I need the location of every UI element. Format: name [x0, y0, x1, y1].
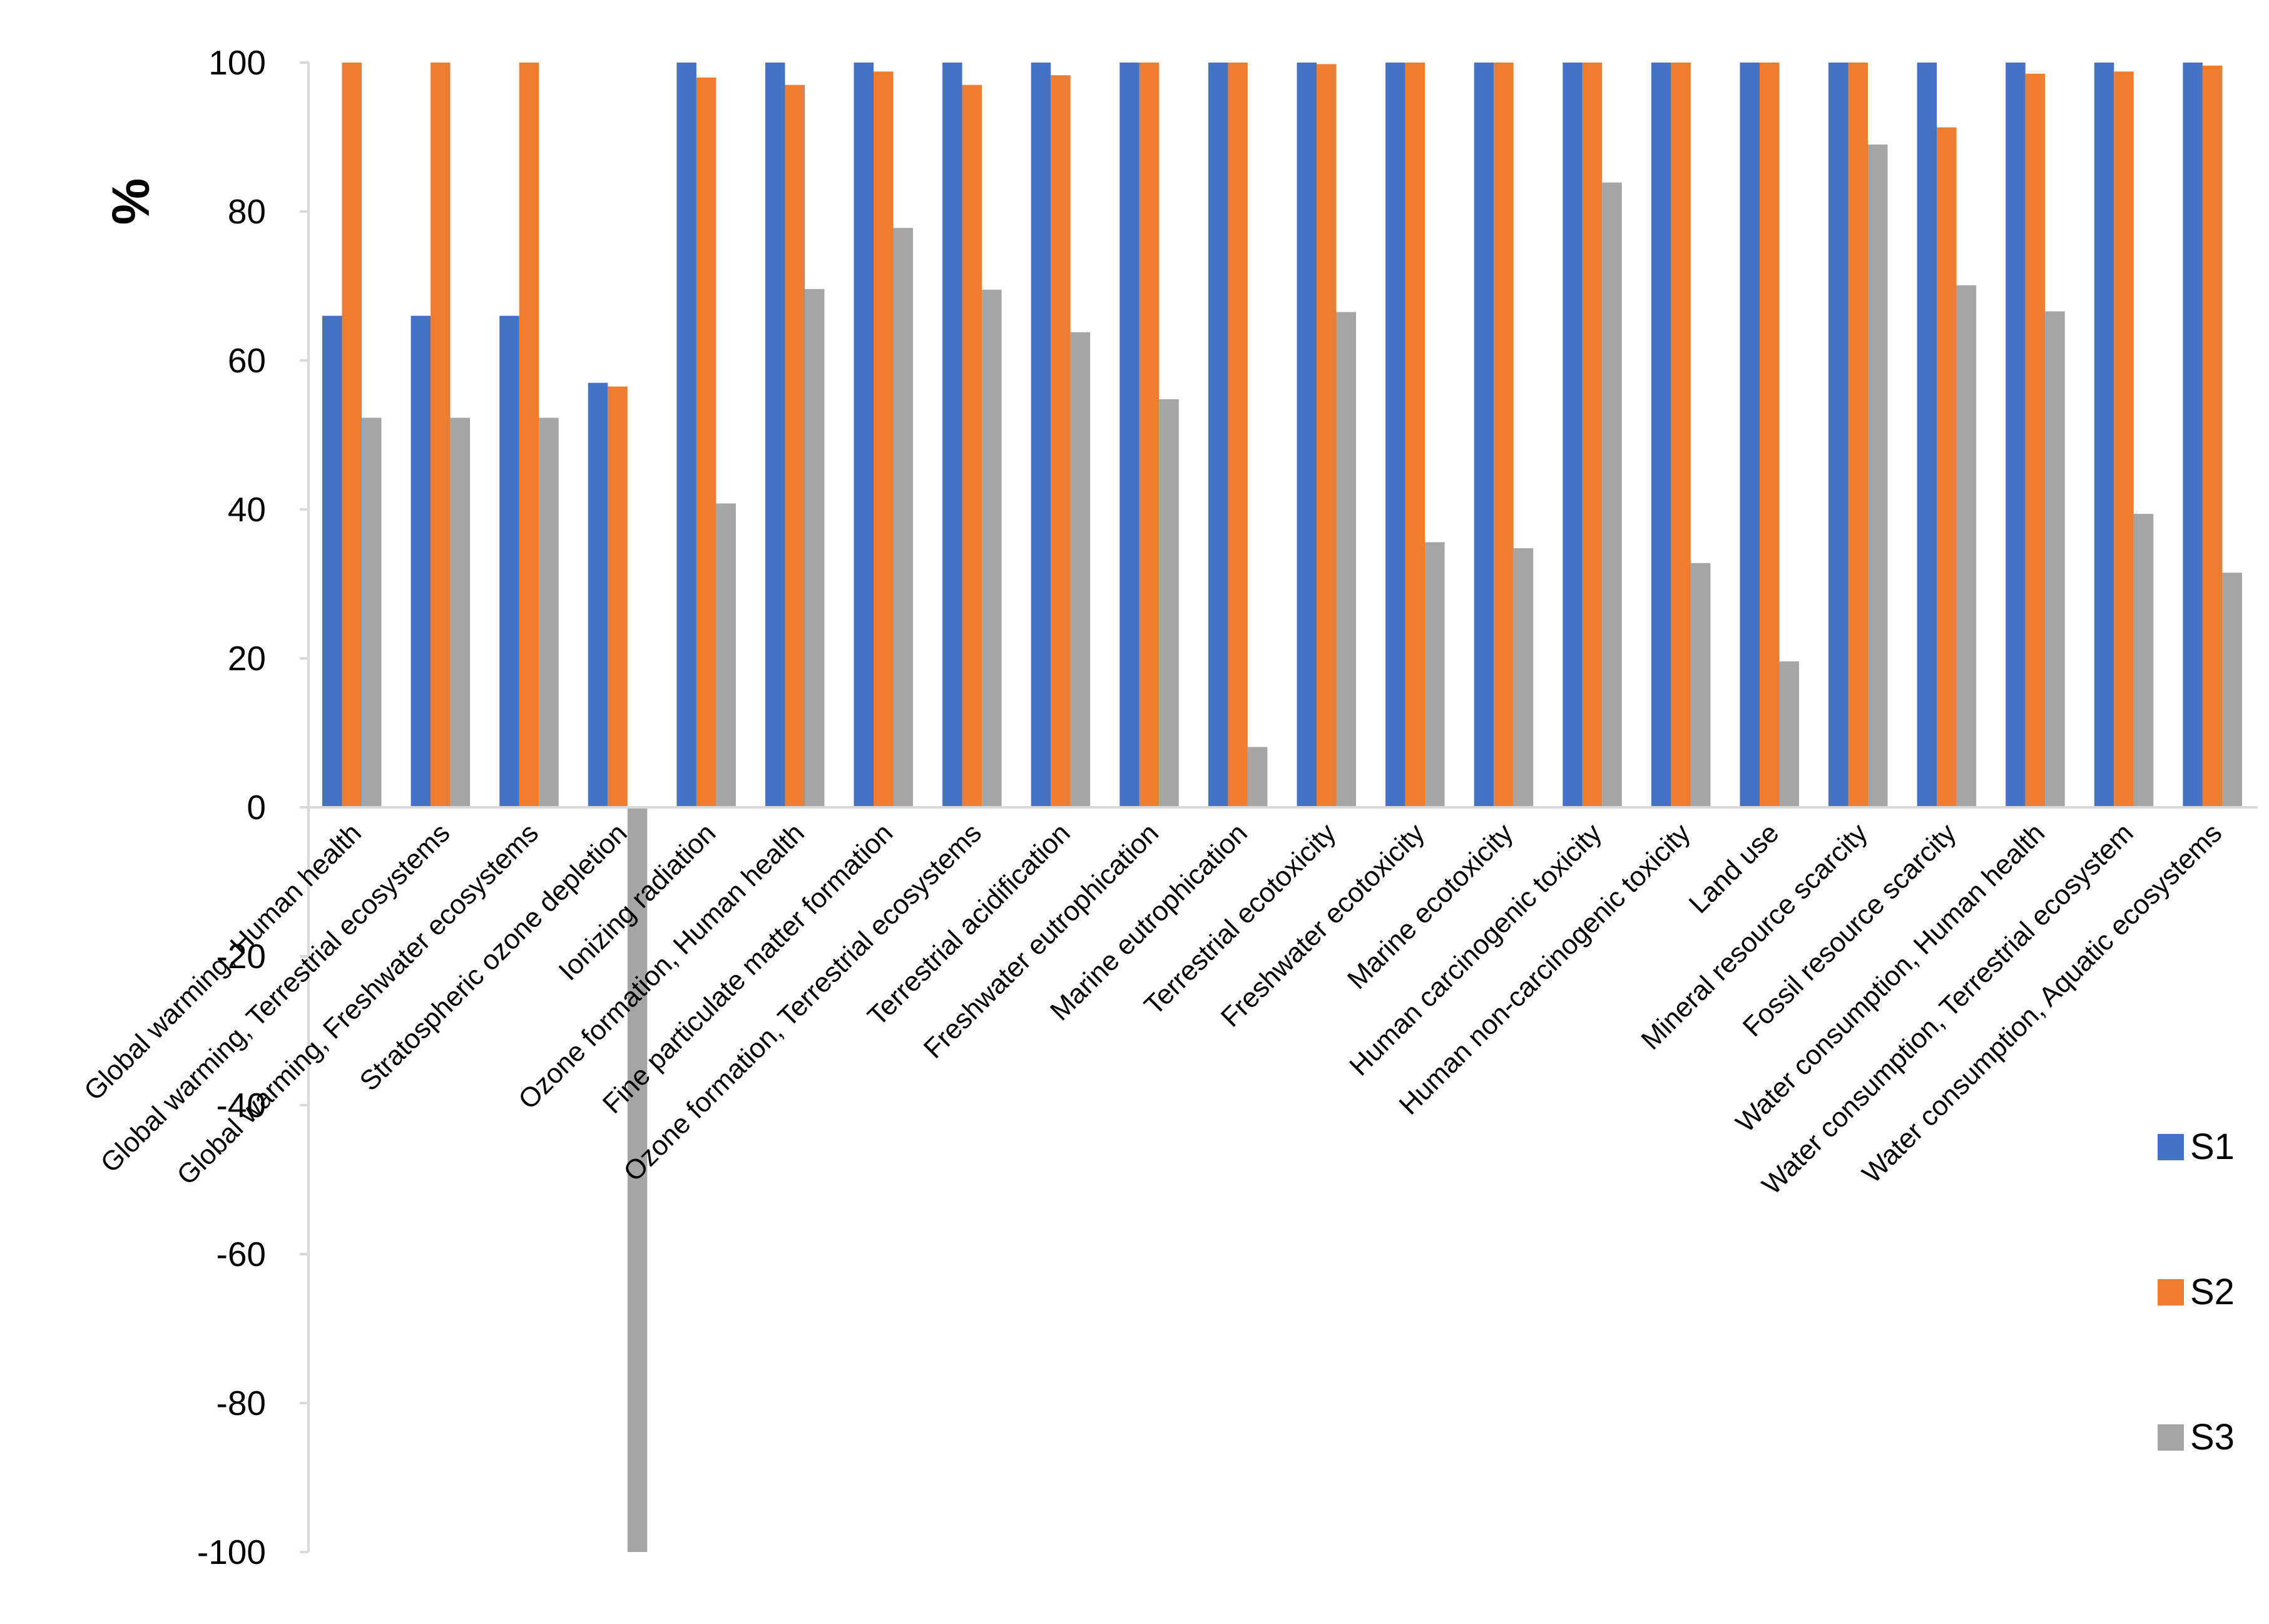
bar-s3-17	[1779, 661, 1799, 807]
bar-s3-20	[2045, 311, 2065, 807]
bar-s3-16	[1690, 563, 1711, 807]
bar-s2-14	[1494, 63, 1514, 807]
bar-s2-1	[342, 63, 362, 807]
y-tick-label: 80	[228, 192, 266, 231]
bar-s1-13	[1385, 63, 1405, 807]
bar-s2-13	[1405, 63, 1425, 807]
y-tick-label: 0	[247, 788, 266, 827]
y-axis-label: %	[101, 178, 160, 225]
bar-s3-14	[1513, 548, 1534, 807]
bar-s3-22	[2222, 573, 2242, 807]
bar-s1-10	[1119, 63, 1140, 807]
bar-s2-6	[785, 84, 805, 808]
bar-s3-18	[1868, 144, 1888, 807]
y-tick-label: -40	[217, 1086, 267, 1125]
bar-s3-13	[1425, 542, 1445, 807]
bar-s1-4	[588, 382, 608, 807]
bar-s3-1	[362, 417, 382, 807]
y-tick-label: 60	[228, 341, 266, 380]
bar-s1-20	[2006, 63, 2026, 807]
bar-s3-7	[893, 228, 913, 807]
bar-s2-9	[1051, 75, 1071, 808]
bar-s3-12	[1336, 312, 1356, 808]
bar-s2-10	[1139, 63, 1160, 807]
bar-s3-11	[1247, 747, 1268, 807]
bar-s1-22	[2183, 63, 2203, 807]
bar-s2-4	[608, 386, 628, 807]
legend: S1 S2 S3	[2158, 1126, 2235, 1458]
bar-s1-16	[1651, 63, 1671, 807]
axes-group	[300, 61, 2258, 1553]
bar-s2-15	[1582, 63, 1603, 807]
bar-s1-8	[942, 63, 962, 807]
y-tick-label: -80	[217, 1384, 267, 1422]
bar-s2-7	[874, 71, 894, 807]
legend-label-s3: S3	[2190, 1417, 2235, 1458]
bar-s1-15	[1563, 63, 1583, 807]
y-tick-label: -20	[217, 937, 267, 976]
bar-s2-11	[1228, 63, 1248, 807]
bar-s2-5	[696, 77, 716, 807]
legend-swatch-s2	[2158, 1279, 2184, 1305]
legend-swatch-s3	[2158, 1424, 2184, 1451]
bar-s2-8	[962, 84, 982, 808]
y-tick-label: 20	[228, 639, 266, 678]
bars-group	[322, 63, 2242, 1552]
bar-s1-21	[2094, 63, 2114, 807]
bar-s3-4	[627, 807, 648, 1552]
bar-s3-9	[1070, 332, 1091, 807]
bar-s3-6	[805, 289, 825, 807]
x-category-label: Global warming, Freshwater ecosystems	[171, 817, 544, 1191]
bar-s3-8	[982, 289, 1002, 807]
bar-s1-6	[765, 63, 785, 807]
bar-s2-3	[519, 63, 539, 807]
x-category-label: Marine ecotoxicity	[1342, 817, 1519, 995]
bar-s3-2	[450, 417, 471, 807]
bar-s2-16	[1671, 63, 1691, 807]
bar-s3-10	[1159, 399, 1179, 807]
bar-s3-3	[539, 417, 559, 807]
bar-s1-5	[676, 63, 696, 807]
bar-s1-17	[1740, 63, 1760, 807]
bar-s1-3	[499, 315, 519, 808]
y-tick-label: -100	[197, 1533, 266, 1571]
y-tick-labels: 100 80 60 40 20 0 -20 -40 -60 -80 -100	[197, 43, 266, 1571]
x-category-label: Global warming, Terrestrial ecosystems	[94, 817, 456, 1178]
bar-s3-19	[1956, 285, 1977, 807]
y-tick-label: 100	[208, 43, 266, 82]
bar-s3-21	[2133, 514, 2154, 807]
bar-s2-17	[1760, 63, 1780, 807]
bar-s1-19	[1917, 63, 1937, 807]
bar-s1-2	[410, 315, 431, 808]
bar-s2-19	[1937, 127, 1957, 807]
bar-s3-15	[1602, 182, 1622, 808]
bar-s2-12	[1317, 64, 1337, 807]
y-tick-label: 40	[228, 490, 266, 529]
bar-s1-9	[1031, 63, 1051, 807]
bar-s1-14	[1474, 63, 1494, 807]
bar-s2-22	[2202, 65, 2223, 807]
x-category-label: Water consumption, Human health	[1730, 817, 2051, 1138]
bar-s1-7	[854, 63, 874, 807]
bar-s1-18	[1828, 63, 1848, 807]
bar-s1-12	[1297, 63, 1317, 807]
bar-s2-2	[431, 63, 451, 807]
legend-label-s2: S2	[2190, 1272, 2235, 1312]
legend-label-s1: S1	[2190, 1126, 2235, 1167]
legend-swatch-s1	[2158, 1134, 2184, 1160]
bar-s1-11	[1208, 63, 1228, 807]
y-tick-label: -60	[217, 1235, 267, 1274]
bar-s1-1	[322, 315, 342, 808]
bar-s2-18	[1848, 63, 1868, 807]
bar-s2-21	[2114, 71, 2134, 807]
bar-s3-5	[716, 503, 736, 807]
bar-s2-20	[2025, 73, 2046, 807]
